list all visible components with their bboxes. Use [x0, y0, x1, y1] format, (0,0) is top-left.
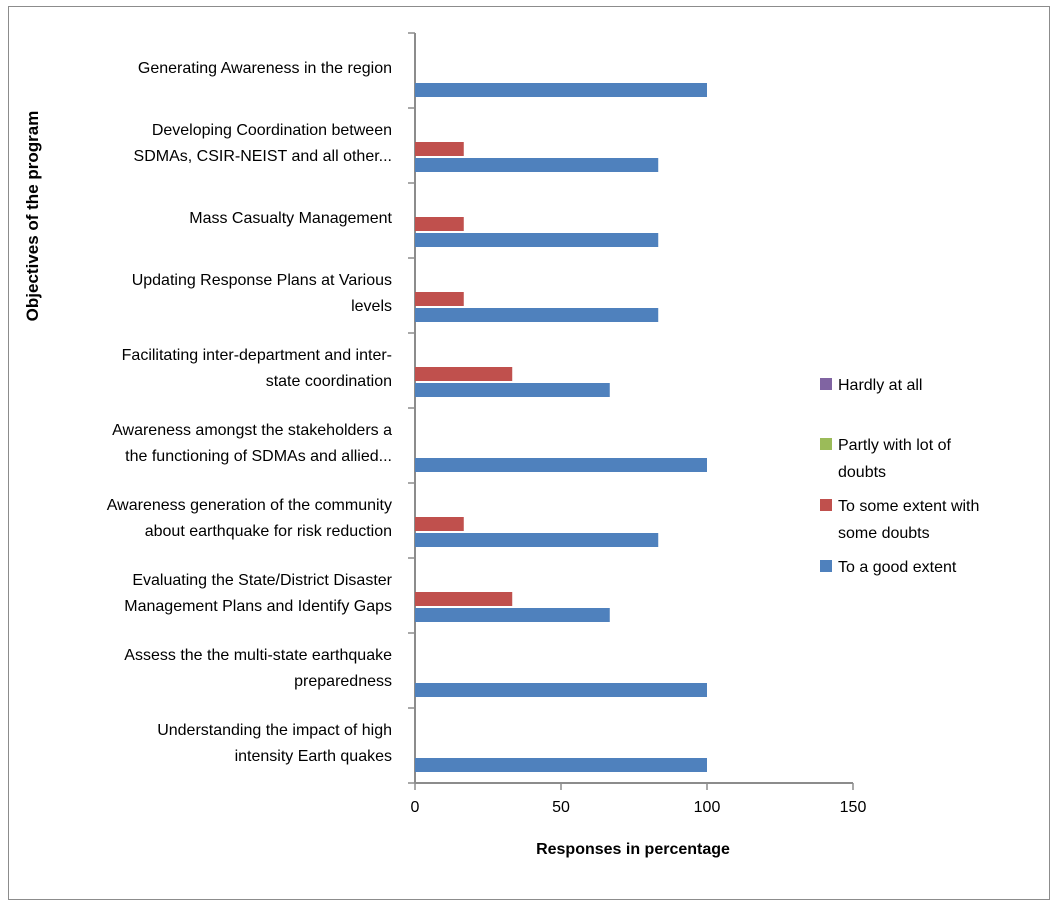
bar: [415, 758, 707, 772]
bar: [415, 683, 707, 697]
category-label: Understanding the impact of high: [157, 722, 392, 739]
bar: [415, 217, 464, 231]
legend-label: To some extent with: [838, 498, 979, 515]
category-label: Updating Response Plans at Various: [132, 272, 392, 289]
category-label: Awareness generation of the community: [107, 497, 392, 514]
y-axis-title: Objectives of the program: [23, 111, 42, 322]
legend-label: Hardly at all: [838, 377, 922, 394]
bar: [415, 383, 610, 397]
bar: [415, 233, 659, 247]
legend-swatch: [820, 560, 832, 572]
legend-swatch: [820, 438, 832, 450]
category-label: Awareness amongst the stakeholders a: [112, 422, 392, 439]
x-tick-label: 50: [552, 799, 570, 816]
category-label: intensity Earth quakes: [235, 748, 392, 765]
bar: [415, 367, 513, 381]
bar: [415, 517, 464, 531]
category-label: Generating Awareness in the region: [138, 60, 392, 77]
bar: [415, 533, 659, 547]
category-label: the functioning of SDMAs and allied...: [125, 448, 392, 465]
category-label: Developing Coordination between: [152, 122, 392, 139]
category-label: Assess the the multi-state earthquake: [124, 647, 392, 664]
legend-label: Partly with lot of: [838, 437, 951, 454]
category-label: Mass Casualty Management: [189, 210, 392, 227]
bar: [415, 458, 707, 472]
bar: [415, 592, 513, 606]
legend-label: To a good extent: [838, 559, 957, 576]
bar: [415, 308, 659, 322]
legend-label: some doubts: [838, 525, 930, 542]
legend-label: doubts: [838, 464, 886, 481]
category-label: Facilitating inter-department and inter-: [122, 347, 392, 364]
category-label: levels: [351, 298, 392, 315]
bar: [415, 83, 707, 97]
x-tick-label: 100: [694, 799, 721, 816]
x-tick-label: 0: [411, 799, 420, 816]
bar: [415, 158, 659, 172]
bar: [415, 142, 464, 156]
bar: [415, 292, 464, 306]
legend-swatch: [820, 499, 832, 511]
category-label: Evaluating the State/District Disaster: [132, 572, 392, 589]
legend: Hardly at all Partly with lot of doubts To …: [820, 377, 979, 576]
category-label: about earthquake for risk reduction: [145, 523, 392, 540]
x-tick-label: 150: [840, 799, 867, 816]
x-axis-title: Responses in percentage: [536, 841, 730, 858]
category-label: state coordination: [266, 373, 392, 390]
plot-area: 0 50 100 150 Generating Awareness in the reg…: [107, 32, 867, 816]
category-label: preparedness: [294, 673, 392, 690]
bar: [415, 608, 610, 622]
category-label: Management Plans and Identify Gaps: [124, 598, 392, 615]
category-label: SDMAs, CSIR-NEIST and all other...: [134, 148, 392, 165]
chart-frame: [8, 6, 1050, 900]
legend-swatch: [820, 378, 832, 390]
